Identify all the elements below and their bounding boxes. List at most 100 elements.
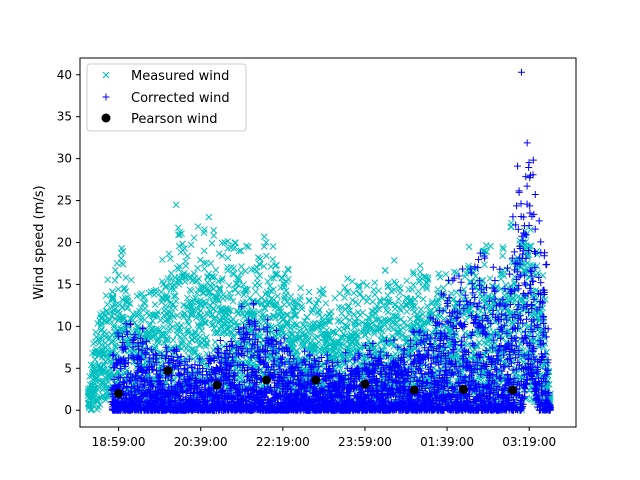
measured-wind-point bbox=[243, 242, 250, 250]
measured-wind-point bbox=[397, 284, 404, 292]
measured-wind-point bbox=[256, 271, 264, 279]
measured-wind-point bbox=[200, 259, 208, 267]
measured-wind-point bbox=[154, 308, 162, 316]
measured-wind-point bbox=[201, 226, 208, 234]
measured-wind-point bbox=[164, 315, 172, 323]
measured-wind-point bbox=[141, 293, 148, 301]
measured-wind-point bbox=[109, 295, 117, 303]
measured-wind-point bbox=[306, 296, 313, 304]
measured-wind-point bbox=[141, 305, 149, 312]
corrected-wind-point bbox=[216, 336, 224, 344]
measured-wind-point bbox=[208, 311, 216, 319]
measured-wind-point bbox=[203, 334, 210, 341]
measured-wind-point bbox=[178, 230, 185, 238]
measured-wind-point bbox=[86, 400, 93, 407]
measured-wind-point bbox=[499, 252, 506, 260]
measured-wind-point bbox=[178, 345, 186, 352]
measured-wind-point bbox=[341, 294, 348, 302]
measured-wind-point bbox=[99, 377, 107, 385]
measured-wind-point bbox=[189, 308, 196, 315]
measured-wind-point bbox=[363, 282, 371, 289]
measured-wind-point bbox=[171, 304, 179, 312]
measured-wind-point bbox=[182, 262, 190, 270]
measured-wind-point bbox=[403, 277, 411, 285]
measured-wind-point bbox=[109, 347, 117, 355]
measured-wind-point bbox=[327, 308, 335, 315]
measured-wind-point bbox=[159, 333, 166, 340]
measured-wind-point bbox=[109, 288, 116, 296]
measured-wind-point bbox=[211, 315, 219, 323]
measured-wind-point bbox=[225, 282, 233, 289]
measured-wind-point bbox=[92, 388, 100, 396]
measured-wind-point bbox=[124, 304, 132, 311]
measured-wind-point bbox=[114, 335, 122, 343]
measured-wind-point bbox=[215, 250, 223, 258]
measured-wind-point bbox=[202, 319, 210, 327]
measured-wind-point bbox=[176, 278, 183, 286]
measured-wind-point bbox=[183, 294, 191, 302]
measured-wind-point bbox=[185, 321, 192, 328]
measured-wind-point bbox=[194, 305, 201, 313]
measured-wind-point bbox=[98, 341, 105, 349]
measured-wind-point bbox=[382, 267, 389, 274]
measured-wind-point bbox=[305, 288, 313, 296]
measured-wind-point bbox=[209, 280, 216, 287]
measured-wind-point bbox=[136, 307, 143, 315]
measured-wind-point bbox=[106, 316, 114, 324]
measured-wind-point bbox=[395, 295, 402, 303]
measured-wind-point bbox=[210, 315, 217, 323]
measured-wind-point bbox=[256, 255, 264, 262]
measured-wind-point bbox=[160, 323, 167, 331]
measured-wind-point bbox=[481, 261, 488, 269]
measured-wind-point bbox=[200, 247, 208, 255]
measured-wind-point bbox=[189, 306, 197, 314]
measured-wind-point bbox=[163, 334, 171, 342]
measured-wind-point bbox=[224, 254, 232, 262]
measured-wind-point bbox=[190, 234, 198, 242]
measured-wind-point bbox=[119, 260, 127, 268]
measured-wind-point bbox=[187, 241, 195, 248]
measured-wind-point bbox=[197, 282, 205, 290]
measured-wind-point bbox=[248, 266, 255, 273]
measured-wind-point bbox=[486, 323, 493, 330]
measured-wind-point bbox=[186, 273, 194, 280]
measured-wind-point bbox=[211, 329, 219, 337]
measured-wind-point bbox=[141, 300, 149, 307]
measured-wind-point bbox=[417, 305, 425, 313]
measured-wind-point bbox=[434, 286, 442, 293]
measured-wind-point bbox=[221, 320, 229, 328]
measured-wind-point bbox=[245, 243, 252, 251]
measured-wind-point bbox=[359, 309, 367, 316]
measured-wind-point bbox=[210, 232, 218, 239]
measured-wind-point bbox=[204, 340, 211, 347]
measured-wind-point bbox=[202, 340, 210, 347]
measured-wind-point bbox=[209, 273, 216, 280]
measured-wind-point bbox=[182, 274, 190, 281]
measured-wind-point bbox=[115, 271, 122, 279]
measured-wind-point bbox=[146, 320, 154, 328]
measured-wind-point bbox=[254, 254, 262, 261]
measured-wind-point bbox=[184, 252, 191, 260]
measured-wind-point bbox=[117, 254, 125, 262]
measured-wind-point bbox=[96, 401, 104, 408]
measured-wind-point bbox=[207, 260, 215, 267]
measured-wind-point bbox=[371, 279, 379, 286]
measured-wind-point bbox=[153, 325, 160, 333]
measured-wind-point bbox=[179, 240, 186, 248]
measured-wind-point bbox=[219, 291, 227, 299]
measured-wind-point bbox=[119, 247, 127, 255]
measured-wind-point bbox=[256, 281, 263, 289]
measured-wind-point bbox=[107, 313, 115, 320]
measured-wind-point bbox=[487, 242, 494, 250]
measured-wind-point bbox=[179, 337, 186, 345]
measured-wind-point bbox=[416, 268, 424, 276]
measured-wind-point bbox=[170, 313, 178, 321]
measured-wind-point bbox=[97, 333, 105, 340]
measured-wind-point bbox=[217, 322, 225, 330]
measured-wind-point bbox=[177, 321, 185, 329]
measured-wind-point bbox=[166, 315, 174, 322]
measured-wind-point bbox=[219, 274, 226, 282]
measured-wind-point bbox=[260, 233, 268, 241]
measured-wind-point bbox=[197, 307, 205, 314]
